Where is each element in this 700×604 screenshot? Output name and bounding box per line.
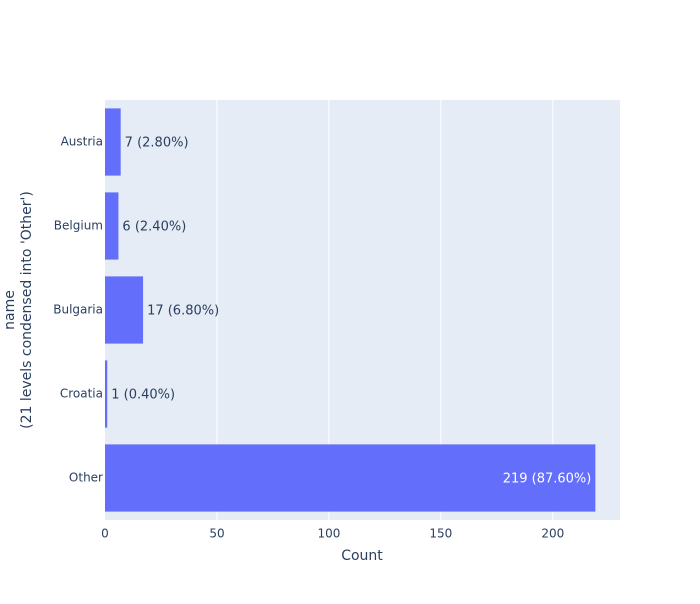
bar-value-label-croatia: 1 (0.40%) bbox=[111, 388, 175, 403]
bar-value-label-bulgaria: 17 (6.80%) bbox=[147, 304, 219, 319]
bar-value-labels: 7 (2.80%) 6 (2.40%) 17 (6.80%) 1 (0.40%) 219… bbox=[111, 136, 591, 487]
y-tick-label-belgium: Belgium bbox=[54, 219, 103, 233]
x-tick-label: 100 bbox=[317, 527, 340, 541]
bar-value-label-austria: 7 (2.80%) bbox=[125, 136, 189, 151]
x-axis-ticks: 0 50 100 150 200 bbox=[101, 527, 564, 541]
bars bbox=[105, 108, 596, 512]
bar-austria bbox=[105, 108, 121, 176]
x-tick-label: 200 bbox=[541, 527, 564, 541]
y-axis-title-line-2: (21 levels condensed into 'Other') bbox=[19, 191, 35, 429]
y-axis-title: name (21 levels condensed into 'Other') bbox=[2, 191, 35, 429]
x-axis-title: Count bbox=[341, 548, 383, 564]
x-tick-label: 50 bbox=[209, 527, 224, 541]
bar-croatia bbox=[105, 360, 108, 428]
y-axis-title-line-1: name bbox=[2, 290, 18, 330]
y-tick-label-croatia: Croatia bbox=[60, 387, 103, 401]
y-tick-label-bulgaria: Bulgaria bbox=[53, 303, 103, 317]
y-axis-ticks: Austria Belgium Bulgaria Croatia Other bbox=[53, 135, 103, 485]
x-tick-label: 150 bbox=[429, 527, 452, 541]
x-tick-label: 0 bbox=[101, 527, 109, 541]
y-tick-label-other: Other bbox=[69, 471, 103, 485]
bar-belgium bbox=[105, 192, 119, 260]
bar-other bbox=[105, 444, 596, 512]
y-tick-label-austria: Austria bbox=[61, 135, 103, 149]
bar-value-label-other: 219 (87.60%) bbox=[503, 472, 592, 487]
bar-bulgaria bbox=[105, 276, 144, 344]
bar-value-label-belgium: 6 (2.40%) bbox=[122, 220, 186, 235]
